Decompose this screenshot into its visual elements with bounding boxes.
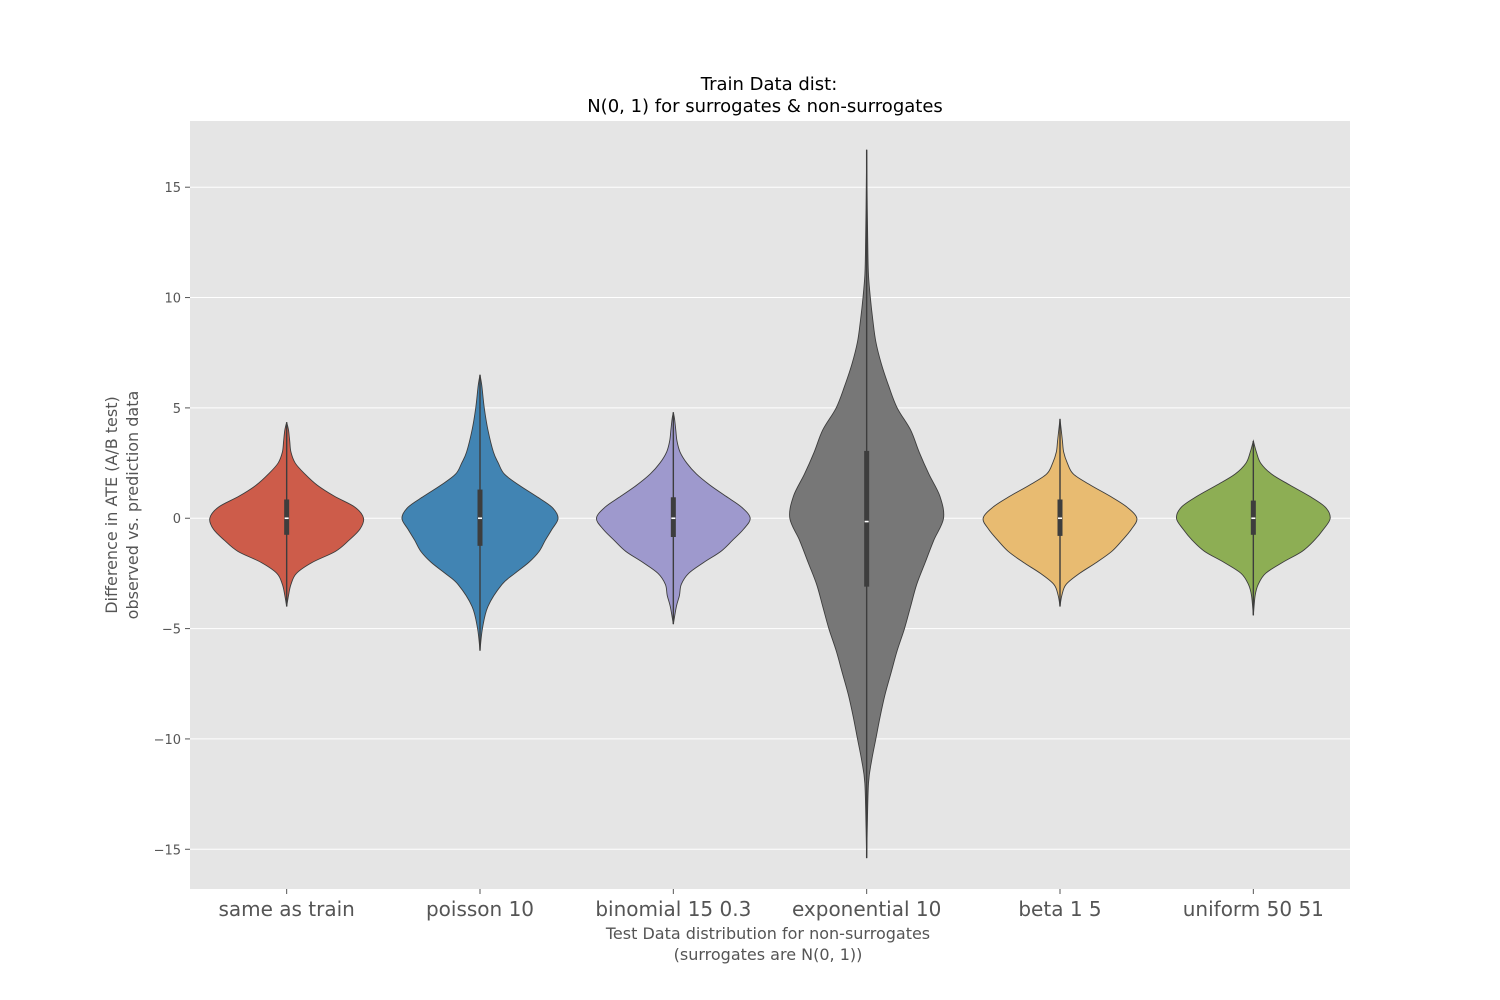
y-tick-label: −10: [154, 733, 181, 748]
violin-0: [209, 422, 365, 607]
x-tick-label: binomial 15 0.3: [595, 897, 751, 921]
chart-title-line-1: Train Data dist:: [700, 74, 838, 95]
plot-area: [190, 121, 1350, 889]
y-tick-label: 15: [164, 181, 181, 196]
x-tick-label: beta 1 5: [1018, 897, 1101, 921]
violin-median: [478, 517, 482, 520]
x-axis-label-line-2: (surrogates are N(0, 1)): [674, 945, 863, 964]
y-tick-label: 5: [173, 402, 181, 417]
y-tick-label: 10: [164, 292, 181, 307]
violin-iqr-box: [284, 499, 290, 535]
x-tick-label: poisson 10: [426, 897, 534, 921]
x-tick-label: same as train: [218, 897, 354, 921]
x-axis-label-line-1: Test Data distribution for non-surrogate…: [605, 924, 930, 943]
violin-1: [401, 374, 559, 651]
x-tick-label: uniform 50 51: [1183, 897, 1324, 921]
grid-lines: [190, 186, 1350, 850]
y-axis-ticks: 15 10 5 0 −5 −10 −15: [154, 181, 190, 858]
violin-5: [1176, 439, 1331, 616]
y-tick-label: −5: [162, 623, 181, 638]
y-tick-label: −15: [154, 843, 181, 858]
violin-median: [284, 517, 289, 520]
violin-iqr-box: [670, 497, 676, 537]
chart-title-line-2: N(0, 1) for surrogates & non-surrogates: [587, 96, 943, 117]
violin-median: [864, 520, 869, 523]
violin-median: [671, 517, 676, 520]
violin-iqr-box: [864, 450, 870, 587]
violin-median: [1251, 517, 1256, 520]
y-axis-label-line-2: observed vs. prediction data: [123, 391, 142, 620]
violin-3: [789, 149, 945, 859]
x-axis-ticks: same as train poisson 10 binomial 15 0.3 ex…: [218, 889, 1324, 921]
violins: [209, 149, 1331, 859]
x-tick-label: exponential 10: [792, 897, 941, 921]
violin-median: [1058, 517, 1062, 520]
violin-4: [982, 418, 1138, 607]
y-axis-label-line-1: Difference in ATE (A/B test): [102, 396, 121, 614]
y-tick-label: 0: [173, 512, 181, 527]
violin-2: [596, 412, 751, 625]
